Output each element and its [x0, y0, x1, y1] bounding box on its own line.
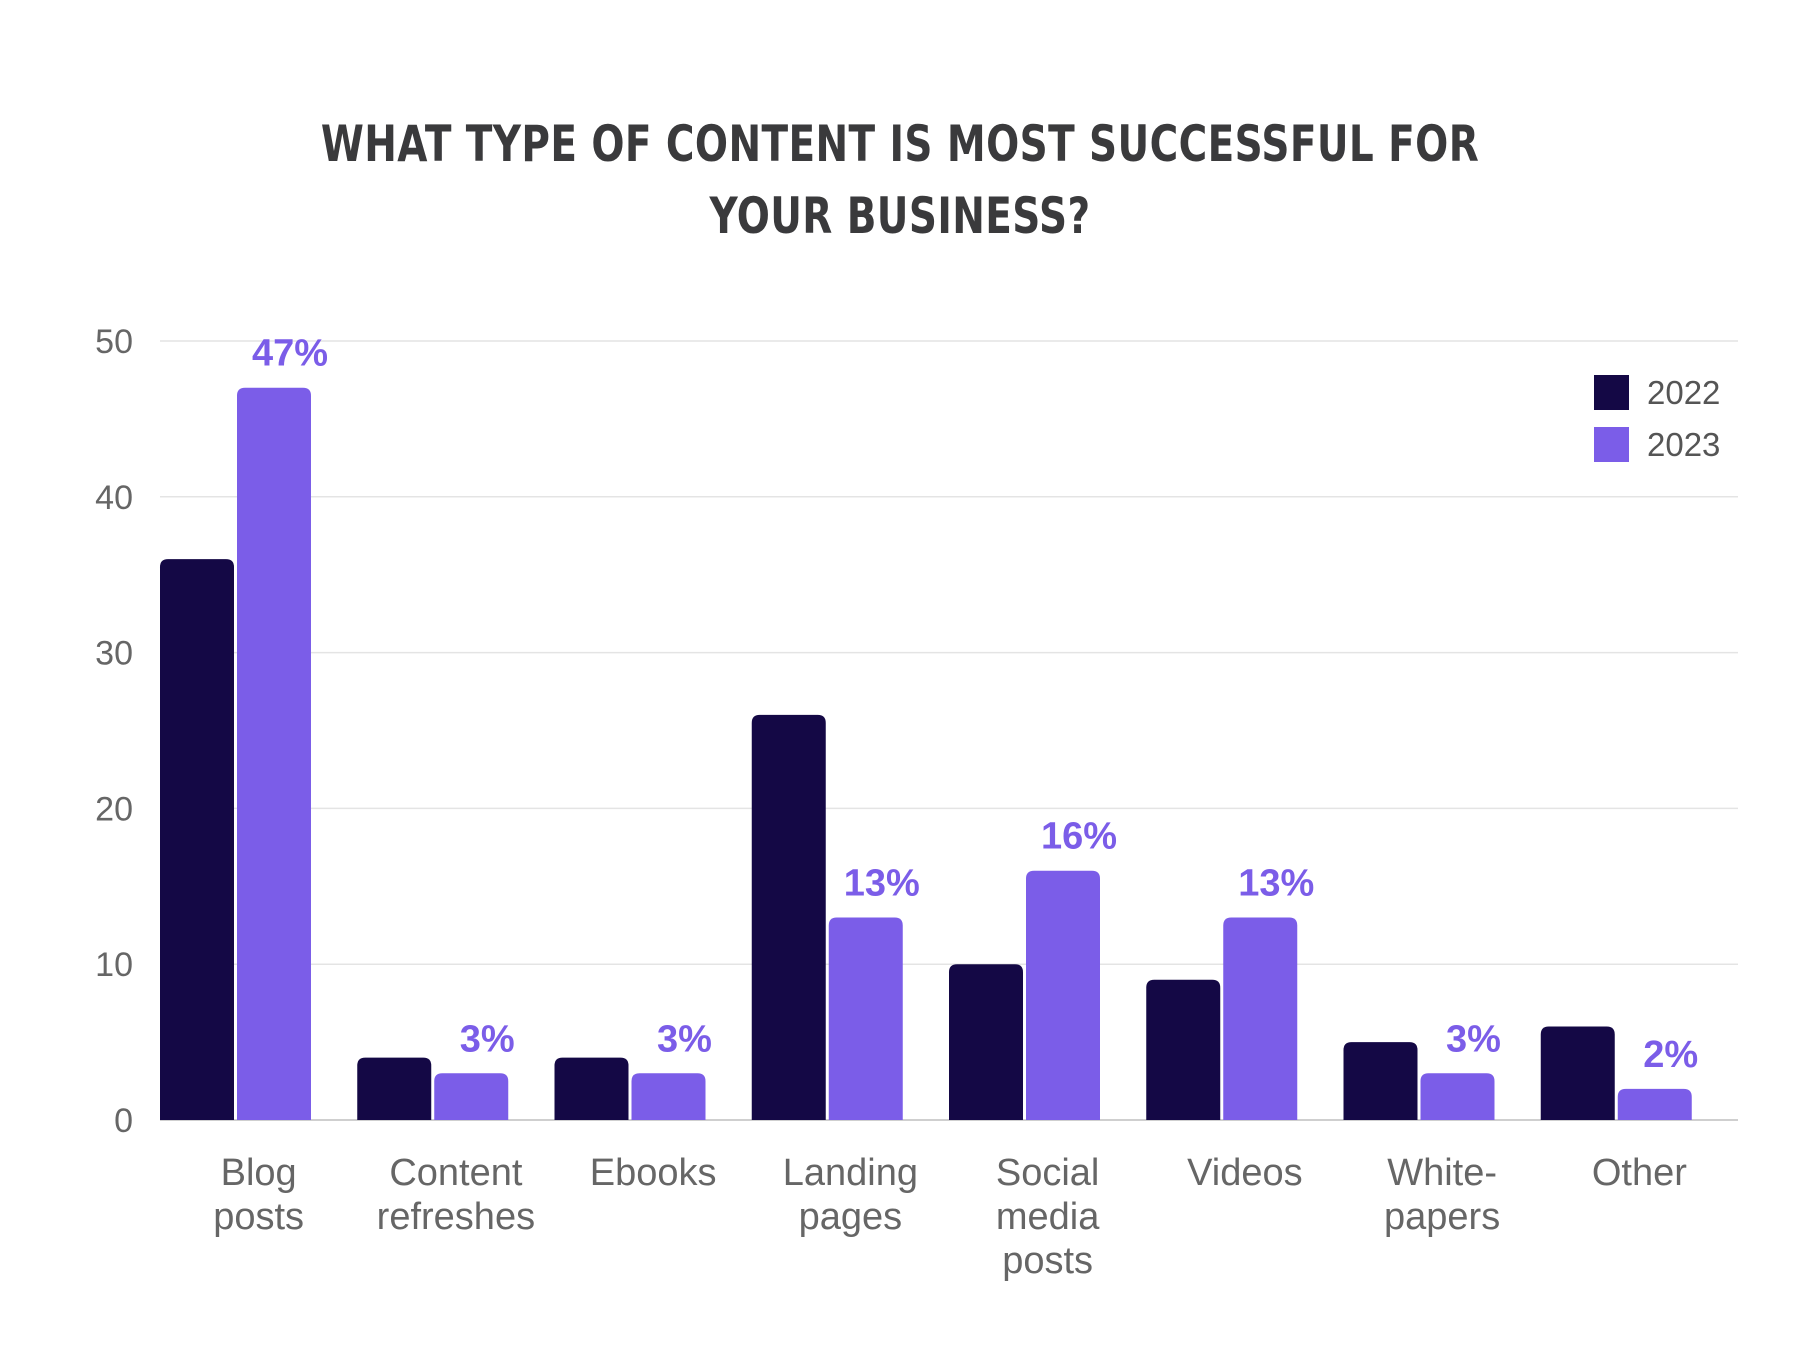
legend-label: 2022: [1647, 374, 1720, 411]
bar-2022: [1540, 1026, 1615, 1120]
bar-2023: [1617, 1088, 1692, 1120]
x-tick-label: White-: [1387, 1152, 1497, 1194]
x-tick-label: Social: [996, 1152, 1100, 1194]
bar-2023: [1223, 917, 1298, 1120]
bar-2022: [160, 559, 234, 1120]
x-tick-label: media: [996, 1196, 1100, 1238]
legend-swatch-2023: [1594, 427, 1629, 462]
bar-2022: [949, 964, 1023, 1120]
legend-label: 2023: [1647, 426, 1720, 463]
x-tick-label: Other: [1592, 1152, 1687, 1194]
y-tick-label: 30: [95, 635, 133, 673]
bars: [160, 387, 1692, 1120]
data-label: 16%: [1041, 816, 1117, 858]
x-tick-label: posts: [213, 1196, 304, 1238]
data-label: 13%: [1238, 862, 1314, 904]
y-axis-ticks: 0 10 20 30 40 50: [95, 323, 133, 1140]
bar-2022: [554, 1057, 629, 1120]
data-label: 13%: [844, 862, 920, 904]
x-tick-label: Blog: [221, 1152, 297, 1194]
data-label: 2%: [1643, 1034, 1698, 1076]
x-tick-label: Content: [389, 1152, 523, 1194]
bar-2022: [1343, 1042, 1418, 1120]
bar-2023: [1026, 870, 1100, 1120]
x-tick-label: Ebooks: [590, 1152, 717, 1194]
bar-2023: [828, 917, 903, 1120]
data-label: 3%: [1446, 1018, 1501, 1060]
bar-2022: [1146, 979, 1221, 1120]
bar-2023: [631, 1073, 706, 1120]
y-tick-label: 20: [95, 790, 133, 828]
bar-2023: [434, 1073, 509, 1120]
chart-title-line-1: WHAT TYPE OF CONTENT IS MOST SUCCESSFUL …: [320, 115, 1480, 173]
y-tick-label: 10: [95, 946, 133, 984]
x-tick-label: pages: [799, 1196, 903, 1238]
x-tick-label: papers: [1384, 1196, 1500, 1238]
chart-title: WHAT TYPE OF CONTENT IS MOST SUCCESSFUL …: [159, 108, 1641, 252]
x-tick-label: posts: [1002, 1240, 1093, 1282]
bar-2022: [357, 1057, 432, 1120]
y-tick-label: 40: [95, 479, 133, 517]
data-label: 3%: [657, 1018, 712, 1060]
legend: 2022 2023: [1594, 374, 1720, 463]
bar-2023: [237, 387, 311, 1120]
bar-2022: [751, 714, 826, 1120]
data-label: 47%: [252, 333, 328, 375]
data-labels: 47% 3% 3% 13% 16% 13% 3% 2%: [252, 333, 1698, 1076]
chart-title-line-2: YOUR BUSINESS?: [709, 187, 1091, 245]
data-label: 3%: [460, 1018, 515, 1060]
bar-2023: [1420, 1073, 1495, 1120]
x-tick-label: refreshes: [377, 1196, 535, 1238]
x-tick-label: Videos: [1187, 1152, 1303, 1194]
legend-swatch-2022: [1594, 375, 1629, 410]
x-tick-label: Landing: [783, 1152, 918, 1194]
y-tick-label: 50: [95, 323, 133, 361]
y-tick-label: 0: [114, 1102, 133, 1140]
